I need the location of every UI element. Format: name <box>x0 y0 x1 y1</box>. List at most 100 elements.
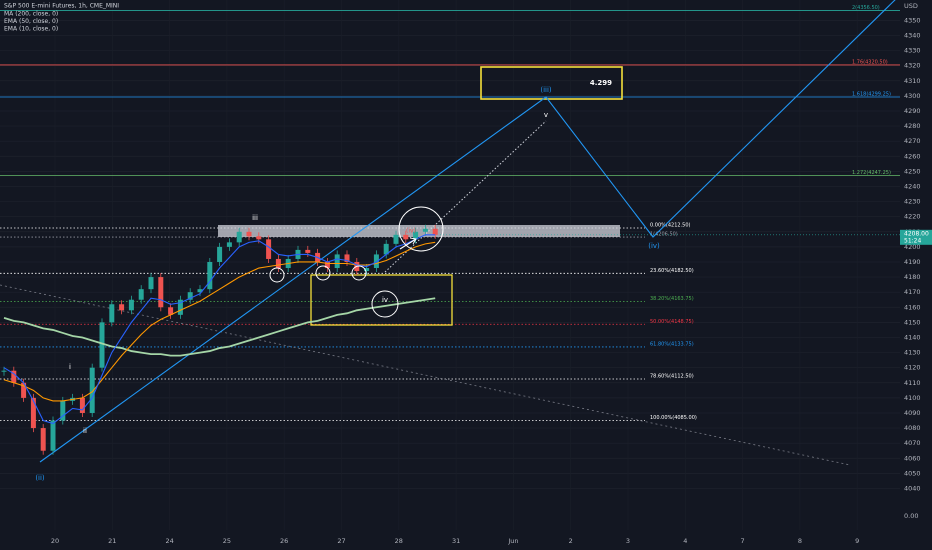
candle <box>177 299 183 315</box>
x-tick-label: 24 <box>165 537 173 545</box>
x-tick-label: 2 <box>569 537 573 545</box>
wave-label: iv <box>382 296 388 304</box>
y-tick-label: 4090 <box>904 409 921 417</box>
candle <box>403 234 409 240</box>
last-price-tag <box>900 229 932 245</box>
candle <box>275 258 281 269</box>
candle <box>79 397 85 413</box>
candle <box>1 370 7 372</box>
candle <box>373 254 379 269</box>
candle <box>187 292 193 300</box>
target-label: 4.299 <box>590 79 612 87</box>
level-label: 2(4356.50) <box>852 5 880 11</box>
y-tick-label: 4340 <box>904 31 921 39</box>
indicator-line <box>3 234 436 425</box>
candle <box>11 370 17 383</box>
circle <box>269 267 285 283</box>
wave-label: (ii) <box>35 474 45 482</box>
wave-label: (iv) <box>406 228 416 235</box>
levels: 2(4356.50) 1.76(4320.50) 1.618(4299.25) 1.2… <box>0 5 900 421</box>
y-tick-label: 4320 <box>904 62 921 70</box>
y-tick-label: 4070 <box>904 439 921 447</box>
y-tick-label: 4170 <box>904 288 921 296</box>
y-tick-label: 4290 <box>904 107 921 115</box>
candle <box>236 231 242 243</box>
circle <box>315 265 331 281</box>
candle <box>50 420 56 451</box>
level-label: 1.272(4247.25) <box>852 170 891 176</box>
y-tick-label: 4220 <box>904 213 921 221</box>
y-tick-label: 4200 <box>904 243 921 251</box>
wave-label: ii <box>83 427 87 435</box>
wave-label: iii <box>252 214 258 222</box>
candle <box>413 231 419 240</box>
y-tick-label: 4110 <box>904 379 921 387</box>
level-label: 0.00%(4212.50) <box>650 223 691 229</box>
candle <box>256 236 262 240</box>
level-label: 50.00%(4148.75) <box>650 319 694 325</box>
legend-entry: MA (200, close, 0) <box>4 11 58 18</box>
y-tick-label: 4100 <box>904 394 921 402</box>
legend-entry: EMA (10, close, 0) <box>4 26 58 33</box>
candle <box>266 239 272 259</box>
x-tick-label: 3 <box>626 537 630 545</box>
indicator-line <box>3 297 436 357</box>
y-tick-label: 4080 <box>904 424 921 432</box>
x-tick-label: 8 <box>798 537 802 545</box>
level-label: 1.76(4320.50) <box>852 59 888 65</box>
candle <box>148 277 154 290</box>
y-tick-label: 4130 <box>904 349 921 357</box>
y-tick-label: 4050 <box>904 469 921 477</box>
y-tick-label: 4240 <box>904 182 921 190</box>
candle <box>197 289 203 293</box>
candle <box>89 367 95 413</box>
wave-label: v <box>544 111 548 119</box>
candles <box>1 224 438 455</box>
candle <box>217 246 223 262</box>
x-tick-label: Jun <box>507 537 518 545</box>
candle <box>246 231 252 237</box>
y-tick-label: 4140 <box>904 333 921 341</box>
resistance-zone <box>218 225 620 237</box>
circle <box>351 265 367 281</box>
y-tick-label: 4160 <box>904 303 921 311</box>
candle <box>168 307 174 315</box>
y-tick-label: 4040 <box>904 484 921 492</box>
wave-projection <box>39 0 896 463</box>
candle <box>226 242 232 247</box>
level-label: 78.60%(4112.50) <box>650 374 694 380</box>
target-box <box>480 66 623 100</box>
candle <box>393 234 399 244</box>
arrow-head <box>409 237 417 245</box>
x-tick-label: 26 <box>280 537 288 545</box>
y-tick-label: 4330 <box>904 47 921 55</box>
candle <box>99 322 105 368</box>
x-tick-label: 28 <box>395 537 403 545</box>
indicators <box>3 234 436 425</box>
arrow <box>399 238 417 250</box>
indicator-line <box>3 241 436 402</box>
circle <box>398 206 444 252</box>
candle <box>21 382 27 398</box>
candle <box>383 243 389 255</box>
price-axis <box>900 0 932 550</box>
level-label: 1(4206.50) <box>650 232 678 238</box>
wave-label: (iii) <box>540 86 552 94</box>
bottom-label: 0.00 <box>904 512 918 520</box>
y-tick-label: 4310 <box>904 77 921 85</box>
candle <box>334 254 340 269</box>
candle <box>138 289 144 300</box>
candle <box>30 397 36 429</box>
last-price: 4208.00 <box>904 230 929 237</box>
y-tick-label: 4350 <box>904 16 921 24</box>
y-tick-label: 4120 <box>904 364 921 372</box>
candle <box>119 304 125 311</box>
axes: 4040 4050 4060 4070 4080 4090 4100 4110 4120 4130… <box>51 16 932 545</box>
candle <box>305 249 311 253</box>
candle <box>432 228 438 235</box>
candle <box>207 261 213 290</box>
y-tick-label: 4250 <box>904 167 921 175</box>
y-tick-label: 4270 <box>904 137 921 145</box>
